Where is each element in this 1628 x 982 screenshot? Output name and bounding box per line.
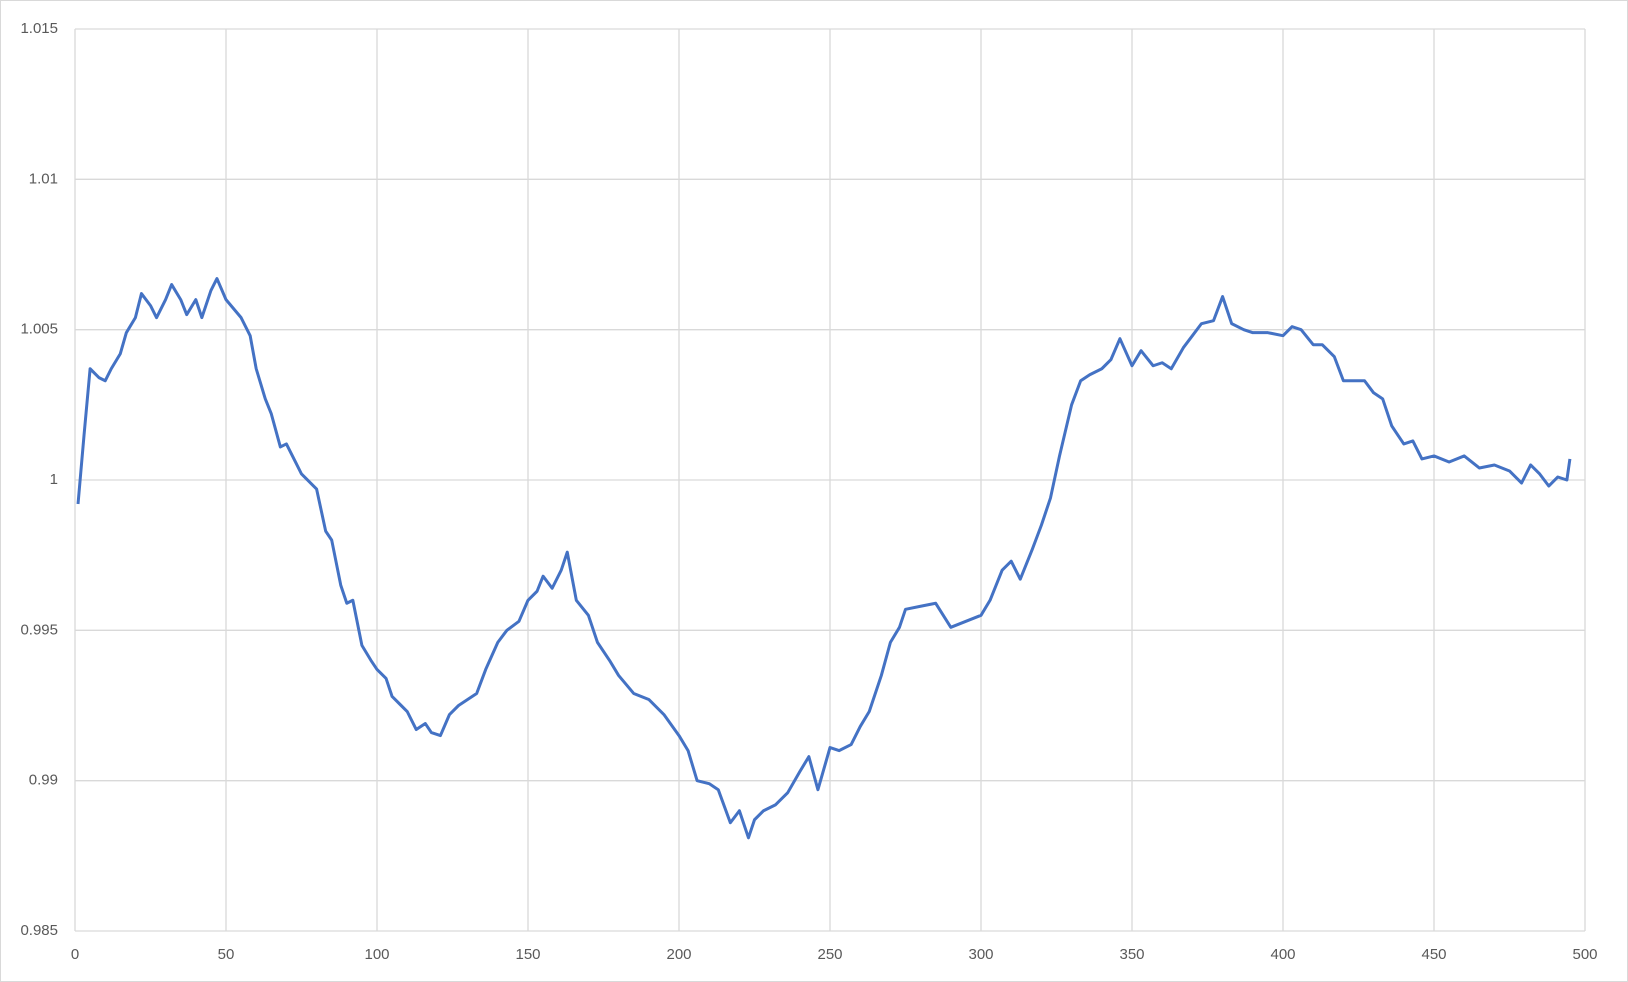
x-tick-label: 0: [71, 946, 79, 963]
x-tick-label: 400: [1270, 946, 1295, 963]
y-tick-label: 1.005: [20, 321, 58, 338]
x-tick-label: 50: [218, 946, 235, 963]
x-tick-label: 500: [1572, 946, 1597, 963]
y-tick-label: 0.995: [20, 621, 58, 638]
x-tick-label: 150: [515, 946, 540, 963]
y-tick-label: 0.985: [20, 922, 58, 939]
x-tick-label: 100: [364, 946, 389, 963]
x-tick-label: 300: [968, 946, 993, 963]
x-tick-label: 350: [1119, 946, 1144, 963]
y-tick-label: 0.99: [29, 772, 58, 789]
y-tick-label: 1.015: [20, 20, 58, 37]
x-tick-label: 200: [666, 946, 691, 963]
x-tick-label: 250: [817, 946, 842, 963]
x-tick-label: 450: [1421, 946, 1446, 963]
y-tick-label: 1.01: [29, 170, 58, 187]
y-tick-label: 1: [50, 471, 58, 488]
line-series: [76, 277, 1572, 840]
